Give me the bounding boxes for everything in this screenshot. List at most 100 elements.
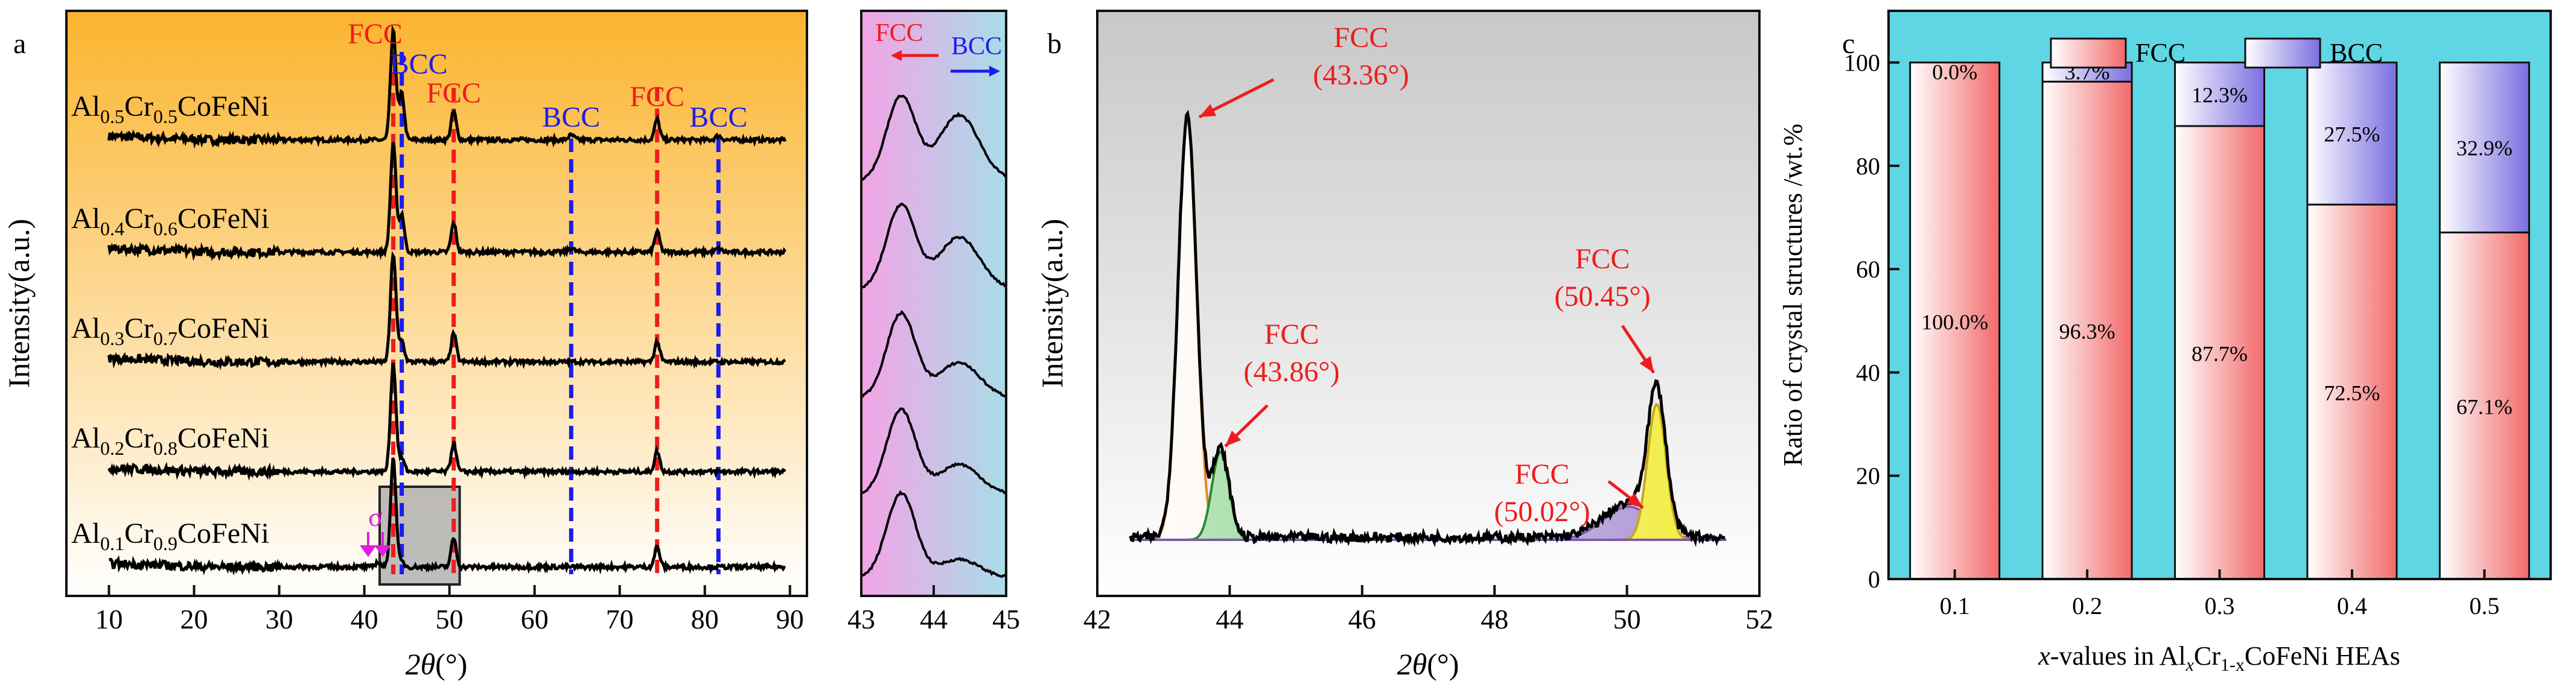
annotation-fcc-0: FCC	[348, 18, 403, 50]
x-tick-label-inset: 44	[920, 604, 948, 635]
bar-label-fcc: 67.1%	[2456, 395, 2513, 419]
alloy-label-4: Al0.1Cr0.9CoFeNi	[71, 518, 269, 554]
alloy-label-part-4: CoFeNi	[177, 203, 269, 235]
panel-label-c: c	[1842, 28, 1855, 60]
annotation-fcc-2: FCC	[426, 77, 481, 109]
xrd-trace-1	[107, 142, 786, 262]
x-tick-label-a: 10	[95, 604, 123, 635]
x-label-suffix: CoFeNi HEAs	[2245, 641, 2400, 671]
peak-annotations: FCC (43.36°) FCC (43.86°) FCC (50.02°) FCC (50.…	[1198, 22, 1656, 528]
bar-bcc	[2306, 62, 2398, 206]
peak-annotation-label-3: FCC	[1575, 243, 1630, 275]
inset-trace-3	[861, 407, 1007, 495]
panel-label-a: a	[13, 28, 26, 60]
xrd-traces	[107, 24, 787, 576]
sigma-label: σ	[368, 502, 383, 532]
inset-bcc-arrowhead	[989, 66, 1000, 77]
annotation-bcc-3: BCC	[542, 101, 600, 133]
xrd-trace-3	[107, 362, 786, 481]
alloy-label-0: Al0.5Cr0.5CoFeNi	[71, 90, 269, 127]
xrd-trace-4	[109, 457, 786, 576]
y-axis-label-c: Ratio of crystal structures /wt.%	[1778, 124, 1808, 466]
peak-annotation-position-3: (50.45°)	[1554, 280, 1650, 312]
y-tick-label-c: 20	[1856, 463, 1880, 490]
x-tick-label-a: 50	[436, 604, 464, 635]
peak-annotation-arrowhead-1	[1225, 430, 1242, 446]
x-tick-label-inset: 45	[992, 604, 1020, 635]
peak-annotation-arrowhead-3	[1639, 356, 1654, 373]
peak-reference-lines	[391, 52, 721, 574]
bar-bcc	[2438, 62, 2530, 233]
peak-annotation-label-0: FCC	[1334, 22, 1389, 54]
peak-annotation-label-2: FCC	[1515, 458, 1570, 490]
panel-b-frame	[1096, 10, 1761, 597]
x-tick-label-a: 30	[266, 604, 293, 635]
x-label-var: x	[2038, 641, 2050, 671]
bar-fcc	[1909, 62, 2001, 580]
annotation-bcc-1: BCC	[390, 48, 448, 80]
x-tick-label-c: 0.4	[2337, 592, 2367, 619]
y-axis-label-a: Intensity(a.u.)	[2, 219, 36, 388]
alloy-label-part-0: Al	[71, 312, 100, 344]
y-axis-label-b: Intensity(a.u.)	[1035, 219, 1069, 388]
x-axis-unit-a: (°)	[435, 647, 467, 681]
measured-trace	[1129, 109, 1726, 548]
alloy-label-2: Al0.3Cr0.7CoFeNi	[71, 312, 269, 349]
inset-trace-2	[861, 309, 1007, 398]
inset-fcc-label: FCC	[875, 19, 923, 47]
bar-label-fcc: 96.3%	[2059, 320, 2115, 344]
alloy-label-part-2: Cr	[124, 90, 153, 122]
inset-trace-0	[861, 94, 1007, 182]
bar-fcc	[2174, 125, 2265, 580]
peak-annotation-position-1: (43.86°)	[1243, 356, 1339, 388]
x-axis-label-c: x-values in AlxCr1-xCoFeNi HEAs	[2038, 641, 2400, 675]
alloy-label-part-2: Cr	[124, 422, 153, 454]
alloy-label-3: Al0.2Cr0.8CoFeNi	[71, 422, 269, 459]
sigma-annotation: σ	[360, 502, 391, 557]
x-tick-label-b: 50	[1613, 604, 1641, 635]
x-tick-label-a: 80	[691, 604, 719, 635]
x-tick-label-c: 0.3	[2205, 592, 2235, 619]
x-tick-label-a: 20	[180, 604, 208, 635]
inset-traces	[860, 94, 1007, 578]
peak-annotation-position-0: (43.36°)	[1313, 59, 1409, 91]
peak-annotation-arrowhead-2	[1626, 493, 1643, 508]
y-tick-label-c: 80	[1856, 153, 1880, 180]
xrd-trace-2	[107, 250, 786, 370]
inset-background	[861, 11, 1006, 596]
bar-bcc	[2174, 62, 2265, 127]
alloy-label-part-4: CoFeNi	[177, 312, 269, 344]
axis-ticks-c: 0 20 40 60 80 100 0.1 0.2 0.3 0.4 0.5	[1844, 49, 2499, 619]
panel-label-b: b	[1047, 28, 1062, 60]
y-tick-label-c: 0	[1868, 566, 1880, 593]
x-tick-label-a: 90	[776, 604, 804, 635]
x-tick-label-b: 52	[1745, 604, 1773, 635]
inset-fcc-arrowhead	[891, 50, 902, 61]
legend-label-0: FCC	[2135, 38, 2185, 68]
alloy-label-part-0: Al	[71, 203, 100, 235]
alloy-label-part-3: 0.7	[153, 328, 177, 349]
x-tick-label-a: 70	[606, 604, 634, 635]
alloy-label-part-2: Cr	[124, 518, 153, 549]
bar-label-fcc: 87.7%	[2192, 341, 2248, 366]
xrd-trace-0	[107, 24, 787, 149]
x-axis-unit-b: (°)	[1427, 647, 1459, 681]
peak-annotation-label-1: FCC	[1264, 318, 1319, 350]
bar-label-bcc: 12.3%	[2192, 83, 2248, 107]
bar-label-bcc: 0.0%	[1932, 60, 1977, 84]
alloy-label-part-0: Al	[71, 90, 100, 122]
x-tick-label-inset: 43	[847, 604, 875, 635]
alloy-label-part-1: 0.1	[100, 533, 124, 554]
annotation-bcc-5: BCC	[689, 101, 747, 133]
legend-swatch-0	[2050, 37, 2127, 69]
bar-label-bcc: 27.5%	[2324, 122, 2380, 146]
alloy-label-part-3: 0.8	[153, 437, 177, 459]
panel-a: a Al0.5Cr0.5CoFeNiAl0.4Cr0.6CoFeNiAl0.3C…	[2, 10, 808, 681]
x-label-mid2: Cr	[2194, 641, 2221, 671]
x-axis-ticks-inset: 43 44 45	[847, 585, 1020, 635]
alloy-label-part-1: 0.3	[100, 328, 124, 349]
y-tick-label-c: 40	[1856, 359, 1880, 386]
stacked-bars: 100.0%0.0%96.3%3.7%87.7%12.3%72.5%27.5%6…	[1909, 60, 2530, 580]
alloy-label-part-3: 0.6	[153, 218, 177, 239]
